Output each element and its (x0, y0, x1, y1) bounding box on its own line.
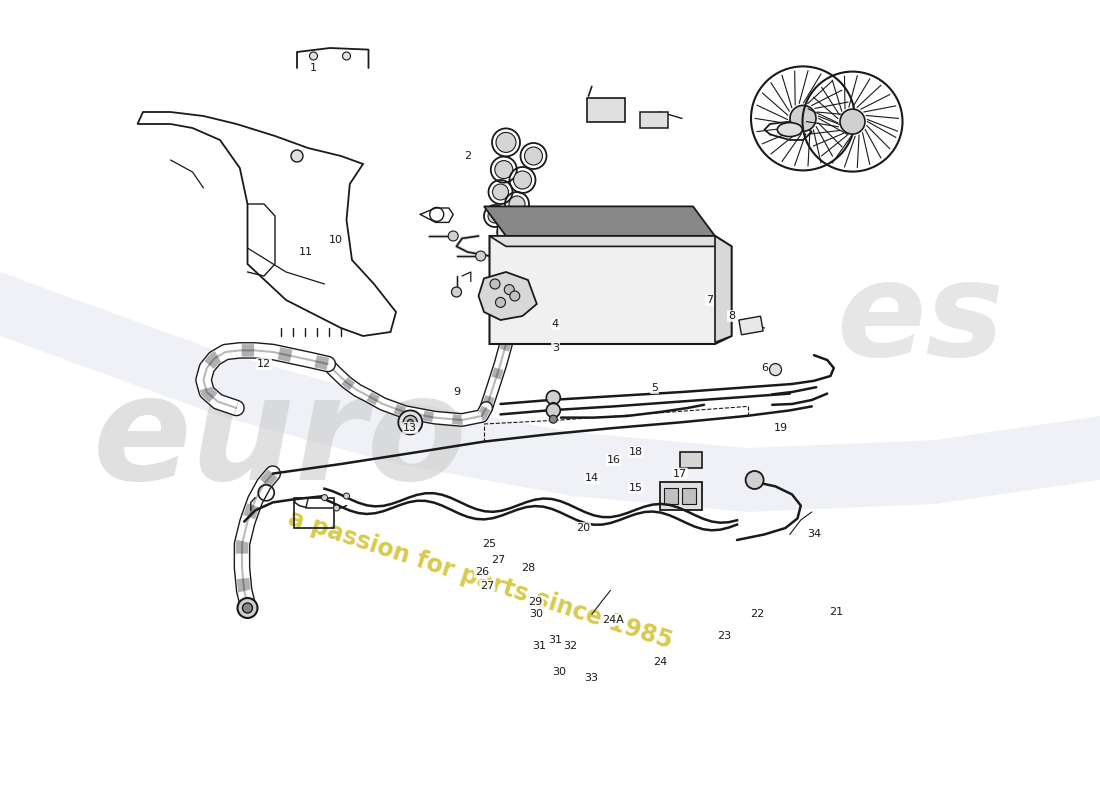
Text: 33: 33 (584, 674, 597, 683)
Bar (660, 482, 702, 510)
Circle shape (490, 279, 500, 289)
Text: 26: 26 (475, 567, 488, 577)
Circle shape (509, 291, 520, 301)
Text: 18: 18 (629, 447, 642, 457)
Circle shape (292, 150, 302, 162)
Text: 30: 30 (529, 610, 542, 619)
Circle shape (549, 415, 558, 423)
Text: 4: 4 (552, 319, 559, 329)
Ellipse shape (778, 122, 802, 137)
Circle shape (333, 505, 340, 511)
Circle shape (407, 419, 414, 426)
Text: 29: 29 (529, 597, 542, 606)
Text: 9: 9 (453, 387, 460, 397)
Circle shape (475, 251, 486, 261)
Text: 13: 13 (404, 423, 417, 433)
Circle shape (525, 147, 542, 165)
Circle shape (488, 209, 502, 223)
Circle shape (547, 390, 560, 405)
Text: 8: 8 (728, 311, 735, 321)
Text: 3: 3 (552, 343, 559, 353)
Circle shape (496, 132, 516, 152)
Circle shape (342, 52, 351, 60)
Text: euro: euro (92, 370, 468, 510)
Text: 15: 15 (629, 483, 642, 493)
Circle shape (514, 171, 531, 189)
Text: 12: 12 (257, 359, 271, 369)
Text: 2: 2 (464, 151, 471, 161)
Text: 30: 30 (552, 667, 565, 677)
Polygon shape (715, 236, 732, 342)
Circle shape (770, 363, 781, 376)
Text: 27: 27 (481, 581, 494, 590)
Text: 32: 32 (563, 642, 576, 651)
Text: 24: 24 (653, 658, 667, 667)
Text: 31: 31 (532, 642, 546, 651)
Circle shape (495, 161, 513, 178)
Text: 20: 20 (576, 523, 590, 533)
Bar (294, 498, 334, 528)
Text: 14: 14 (585, 474, 598, 483)
Circle shape (398, 410, 422, 434)
Text: 27: 27 (492, 555, 505, 565)
Text: 6: 6 (761, 363, 768, 373)
Circle shape (549, 402, 558, 410)
Text: 22: 22 (750, 610, 763, 619)
Text: 10: 10 (329, 235, 342, 245)
Polygon shape (484, 206, 715, 236)
Text: 23: 23 (717, 631, 730, 641)
Polygon shape (0, 272, 1100, 512)
Circle shape (309, 52, 318, 60)
Polygon shape (490, 236, 732, 344)
Text: 1: 1 (310, 63, 317, 73)
Text: 5: 5 (651, 383, 658, 393)
Circle shape (840, 109, 865, 134)
Polygon shape (478, 272, 537, 320)
Text: 28: 28 (521, 563, 535, 573)
Text: 24A: 24A (602, 615, 624, 625)
Text: es: es (836, 257, 1004, 383)
Circle shape (451, 287, 462, 297)
Bar (664, 488, 678, 504)
Circle shape (321, 494, 328, 501)
Circle shape (502, 225, 515, 239)
Circle shape (504, 285, 515, 294)
Circle shape (404, 415, 417, 430)
Text: 21: 21 (829, 607, 843, 617)
Text: 17: 17 (673, 469, 686, 478)
Circle shape (493, 184, 508, 200)
Circle shape (746, 471, 763, 489)
Bar (682, 488, 696, 504)
Circle shape (547, 403, 560, 418)
Polygon shape (490, 236, 732, 246)
Text: 25: 25 (483, 539, 496, 549)
Bar (497, 218, 527, 236)
Text: 31: 31 (549, 635, 562, 645)
Text: 19: 19 (774, 423, 788, 433)
Text: 11: 11 (299, 247, 312, 257)
Bar (640, 112, 668, 128)
Bar (739, 316, 763, 334)
Circle shape (238, 598, 257, 618)
Circle shape (495, 298, 506, 307)
Circle shape (790, 106, 816, 131)
Text: a passion for parts since 1985: a passion for parts since 1985 (285, 506, 675, 654)
Text: 16: 16 (607, 455, 620, 465)
Circle shape (242, 603, 253, 613)
Bar (680, 452, 702, 468)
Text: 7: 7 (706, 295, 713, 305)
Circle shape (343, 493, 350, 499)
Circle shape (509, 196, 525, 212)
Bar (587, 98, 625, 122)
Circle shape (448, 231, 459, 241)
Text: 34: 34 (807, 530, 821, 539)
